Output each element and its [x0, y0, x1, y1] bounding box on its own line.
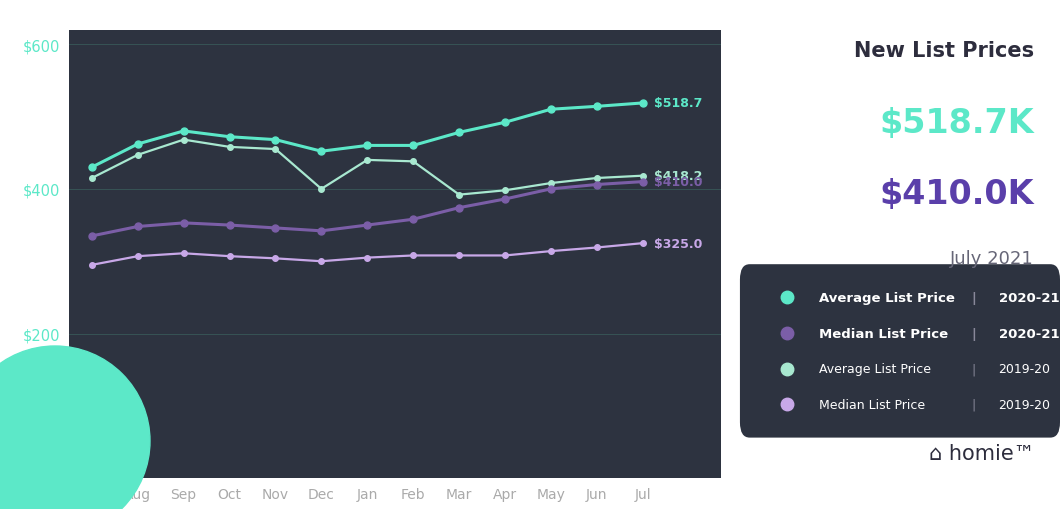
- Text: |: |: [971, 398, 975, 411]
- Text: July 2021: July 2021: [951, 249, 1035, 267]
- Text: $325.0: $325.0: [654, 237, 703, 250]
- Text: $410.0K: $410.0K: [880, 178, 1035, 211]
- Text: ⌂ homie™: ⌂ homie™: [929, 443, 1035, 463]
- Text: Average List Price: Average List Price: [819, 291, 955, 304]
- Text: $518.7K: $518.7K: [880, 107, 1035, 140]
- Text: 2020-21: 2020-21: [999, 291, 1059, 304]
- Text: $418.2: $418.2: [654, 170, 703, 183]
- Circle shape: [0, 346, 151, 509]
- Text: Median List Price: Median List Price: [819, 398, 925, 411]
- FancyBboxPatch shape: [740, 265, 1060, 438]
- Text: 2019-20: 2019-20: [999, 362, 1050, 376]
- Text: |: |: [971, 327, 976, 340]
- Text: New List Prices: New List Prices: [854, 41, 1035, 61]
- Text: $410.0: $410.0: [654, 176, 703, 189]
- Text: $518.7: $518.7: [654, 97, 703, 110]
- Text: 2019-20: 2019-20: [999, 398, 1050, 411]
- Text: Median List Price: Median List Price: [819, 327, 949, 340]
- Text: 2020-21: 2020-21: [999, 327, 1059, 340]
- Text: |: |: [971, 362, 975, 376]
- Text: |: |: [971, 291, 976, 304]
- Text: Average List Price: Average List Price: [819, 362, 931, 376]
